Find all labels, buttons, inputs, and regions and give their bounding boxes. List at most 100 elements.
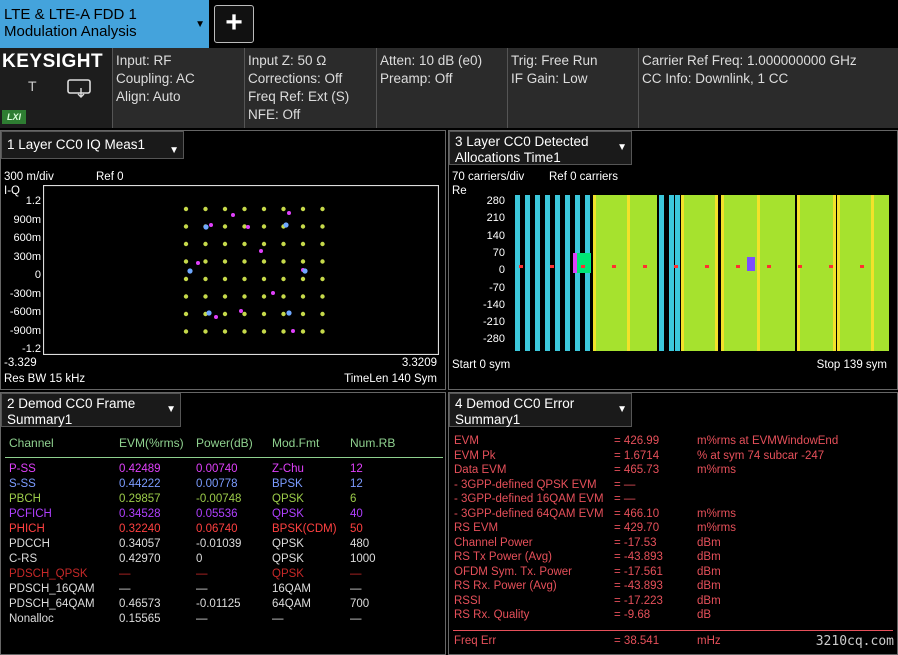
iq-ref: Ref 0: [96, 171, 124, 183]
input-z-settings[interactable]: Input Z: 50 Ω Corrections: Off Freq Ref: E…: [244, 48, 376, 128]
panel1-title[interactable]: 1 Layer CC0 IQ Meas1 ▼: [1, 131, 184, 159]
carrier-settings[interactable]: Carrier Ref Freq: 1.000000000 GHz CC Info…: [638, 48, 898, 128]
frame-cell-mod: —: [272, 613, 284, 625]
frame-cell-ch: P-SS: [9, 463, 36, 475]
col-header-evm: EVM(%rms): [119, 436, 184, 450]
phich-marker: [643, 265, 647, 268]
alloc-y-tick: -210: [482, 316, 505, 329]
equals-sign: =: [614, 551, 624, 563]
error-summary-panel[interactable]: 4 Demod CC0 Error Summary1 ▼ EVM = 426.99…: [448, 392, 898, 655]
pdsch-allocation-block: [593, 195, 657, 351]
brand-logo: KEYSIGHT: [2, 51, 104, 72]
watermark: 3210cq.com: [815, 634, 894, 649]
error-label: Channel Power: [454, 536, 533, 549]
error-label: OFDM Sym. Tx. Power: [454, 565, 572, 578]
cyan-allocation-column: [659, 195, 664, 351]
frame-cell-rb: —: [350, 568, 362, 580]
frame-cell-evm: 0.42489: [119, 463, 161, 475]
frame-cell-ch: S-SS: [9, 478, 36, 490]
error-unit: m%rms: [697, 522, 736, 534]
phich-marker: [519, 265, 523, 268]
frame-cell-rb: 6: [350, 493, 357, 505]
panel1-title-text: 1 Layer CC0 IQ Meas1: [7, 137, 146, 152]
panel4-title[interactable]: 4 Demod CC0 Error Summary1 ▼: [449, 393, 632, 427]
dropdown-arrow-icon[interactable]: ▼: [166, 404, 176, 415]
error-label: - 3GPP-defined QPSK EVM: [454, 478, 597, 491]
constellation-point-ref: [203, 224, 209, 230]
alloc-stop: Stop 139 sym: [816, 359, 887, 371]
constellation-point: [281, 294, 286, 299]
info-line: Coupling: AC: [116, 71, 195, 86]
error-unit: m%rms: [697, 507, 736, 520]
constellation-point: [261, 241, 267, 247]
alloc-scale: 70 carriers/div: [452, 171, 525, 183]
top-bar: LTE & LTE-A FDD 1 Modulation Analysis ▼ …: [0, 0, 898, 48]
constellation-point: [261, 224, 267, 229]
iq-axis-name: I-Q: [4, 185, 20, 197]
error-value: -17.223: [623, 594, 663, 607]
error-label: EVM: [454, 435, 479, 447]
constellation-point-sync: [291, 329, 295, 333]
trigger-settings[interactable]: Trig: Free Run IF Gain: Low: [507, 48, 638, 128]
panel3-title[interactable]: 3 Layer CC0 Detected Allocations Time1 ▼: [449, 131, 632, 165]
constellation-point: [183, 224, 189, 229]
add-mode-button[interactable]: +: [214, 5, 254, 43]
frame-cell-rb: 40: [350, 508, 363, 520]
alloc-y-tick: 140: [486, 229, 505, 242]
alloc-axis-name: Re: [452, 185, 467, 197]
error-value: 465.73: [623, 464, 660, 476]
touch-icon[interactable]: [66, 78, 96, 98]
error-value-cell: = 426.99: [614, 435, 659, 447]
iq-y-tick: -900m: [9, 324, 41, 337]
cyan-allocation-column: [669, 195, 674, 351]
constellation-point: [300, 206, 306, 212]
error-value-cell: = -43.893: [614, 551, 663, 563]
text-mode-icon[interactable]: T: [28, 78, 37, 94]
error-value-cell: = 429.70: [614, 522, 659, 534]
dropdown-arrow-icon[interactable]: ▼: [617, 404, 627, 415]
input-settings[interactable]: Input: RF Coupling: AC Align: Auto: [112, 48, 244, 128]
control-column: [757, 195, 760, 351]
info-line: Align: Auto: [116, 89, 181, 104]
frame-cell-evm: 0.32240: [119, 523, 161, 535]
frame-summary-panel[interactable]: 2 Demod CC0 Frame Summary1 ▼ Channel EVM…: [0, 392, 446, 655]
frame-cell-rb: 50: [350, 523, 363, 535]
col-header-channel: Channel: [9, 436, 54, 450]
iq-meas-panel[interactable]: 1 Layer CC0 IQ Meas1 ▼ 300 m/div Ref 0 I…: [0, 130, 446, 390]
control-column: [715, 195, 718, 351]
error-label: - 3GPP-defined 16QAM EVM: [454, 493, 604, 505]
error-label: RS Rx. Power (Avg): [454, 580, 557, 592]
frame-cell-ch: PCFICH: [9, 508, 52, 520]
error-value: -17.561: [623, 565, 663, 578]
frame-cell-rb: 12: [350, 478, 363, 490]
error-unit: dBm: [697, 565, 721, 578]
mode-tab-line1: LTE & LTE-A FDD 1: [4, 6, 137, 23]
error-value-cell: = -17.223: [614, 595, 663, 607]
cyan-allocation-column: [545, 195, 550, 351]
iq-constellation-plot: [43, 185, 439, 355]
info-line: Freq Ref: Ext (S): [248, 89, 350, 104]
frame-cell-pwr: 0.05536: [196, 508, 238, 520]
panel2-title[interactable]: 2 Demod CC0 Frame Summary1 ▼: [1, 393, 181, 427]
dropdown-arrow-icon[interactable]: ▼: [195, 19, 205, 30]
info-line: CC Info: Downlink, 1 CC: [642, 71, 789, 86]
panel4-title-line2: Summary1: [455, 412, 521, 427]
dropdown-arrow-icon[interactable]: ▼: [617, 142, 627, 153]
atten-settings[interactable]: Atten: 10 dB (e0) Preamp: Off: [376, 48, 507, 128]
constellation-point: [320, 276, 325, 282]
frame-cell-mod: 64QAM: [272, 598, 311, 610]
constellation-point: [203, 276, 208, 282]
dropdown-arrow-icon[interactable]: ▼: [169, 145, 179, 156]
sss-allocation: [573, 253, 577, 273]
phich-marker: [736, 265, 740, 268]
frame-cell-pwr: —: [196, 613, 208, 625]
mode-tab[interactable]: LTE & LTE-A FDD 1 Modulation Analysis ▼: [0, 0, 209, 48]
iq-x-max: 3.3209: [401, 357, 437, 369]
constellation-point-sync: [259, 249, 263, 253]
frame-cell-ch: PDSCH_16QAM: [9, 583, 95, 595]
allocations-panel[interactable]: 3 Layer CC0 Detected Allocations Time1 ▼…: [448, 130, 898, 390]
constellation-point: [320, 294, 325, 299]
constellation-point: [203, 206, 208, 212]
frame-cell-evm: 0.34528: [119, 508, 161, 520]
iq-y-tick: -1.2: [22, 343, 41, 355]
